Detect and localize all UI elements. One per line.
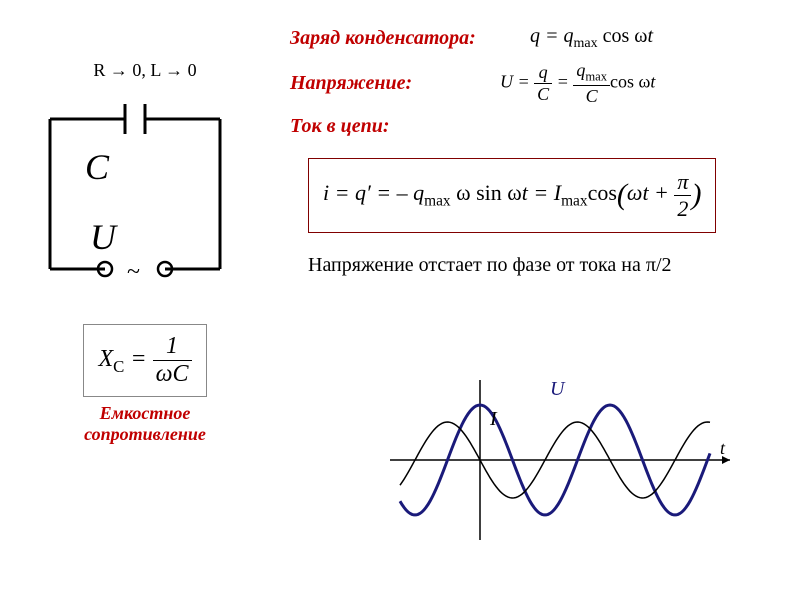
caption-2: сопротивление <box>84 424 206 444</box>
charge-row: Заряд конденсатора: q = qmax cos ωt <box>290 25 780 52</box>
v-t: t <box>650 71 655 91</box>
xc-formula-box: XC = 1ωC <box>83 324 206 397</box>
mf-p1s: max <box>424 193 451 210</box>
mf-p3: = I <box>528 180 561 205</box>
xc-eq: = <box>124 346 152 372</box>
v-f2na: q <box>576 60 585 80</box>
xc-den: ωC <box>153 361 192 388</box>
svg-text:I: I <box>489 408 498 430</box>
voltage-row: Напряжение: U = qC = qmaxCcos ωt <box>290 60 780 107</box>
ac-symbol: ~ <box>127 259 140 285</box>
v-eq2: = <box>552 71 573 91</box>
v-f2d: C <box>573 86 610 107</box>
v-cos: cos ω <box>610 71 650 91</box>
xc-num: 1 <box>153 333 192 361</box>
charge-t: t <box>647 25 653 47</box>
circuit-diagram: C U ~ <box>30 99 240 299</box>
charge-cos: cos ω <box>598 25 648 47</box>
left-column: R → 0, L → 0 C U ~ XC = 1ωC <box>30 60 260 445</box>
v-U: U <box>500 71 513 91</box>
charge-label: Заряд конденсатора: <box>290 27 500 50</box>
svg-text:U: U <box>550 378 566 400</box>
main-formula-box: i = q′ = – qmax ω sin ωt = Imaxcos(ωt + … <box>308 158 716 233</box>
voltage-label: U <box>90 217 118 257</box>
xc-caption: Емкостное сопротивление <box>30 403 260 445</box>
capacitor-label: C <box>85 147 110 187</box>
mf-p2: ω sin ω <box>451 180 522 205</box>
caption-1: Емкостное <box>100 403 191 423</box>
charge-sub: max <box>574 36 598 51</box>
mf-p3s: max <box>561 193 588 210</box>
v-f1n: q <box>534 62 552 84</box>
mf-fn: π <box>674 169 691 196</box>
current-row: Ток в цепи: <box>290 115 780 138</box>
svg-text:t: t <box>720 438 726 458</box>
sine-chart: U It <box>380 370 740 565</box>
v-f1d: C <box>534 84 552 105</box>
right-column: Заряд конденсатора: q = qmax cos ωt Напр… <box>290 25 780 289</box>
mf-p4: cos <box>588 180 617 205</box>
current-label: Ток в цепи: <box>290 115 500 138</box>
xc-lhs: X <box>98 346 113 372</box>
mf-pa: ω <box>627 180 643 205</box>
voltage-lbl: Напряжение: <box>290 72 500 95</box>
mf-pt: t + <box>642 180 674 205</box>
condition-text: R → 0, L → 0 <box>30 60 260 81</box>
charge-f1: q = q <box>530 25 574 47</box>
xc-sub: C <box>113 357 124 376</box>
mf-p1: i = q′ = – q <box>323 180 424 205</box>
mf-fd: 2 <box>674 196 691 222</box>
v-eq1: = <box>513 71 534 91</box>
phase-statement: Напряжение отстает по фазе от тока на π/… <box>308 251 780 279</box>
v-f2ns: max <box>585 70 607 84</box>
